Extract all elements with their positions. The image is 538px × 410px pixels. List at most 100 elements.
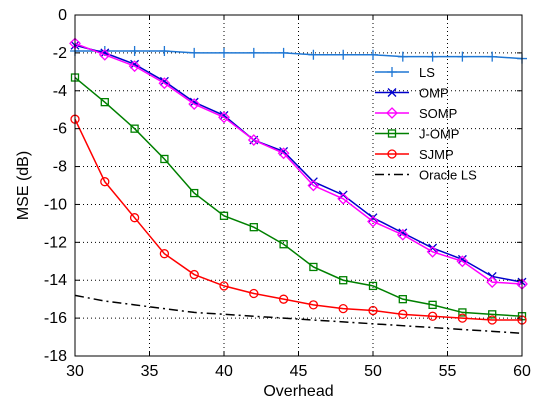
legend: LS OMP SOMP J-OMP SJMP Oracle LS — [375, 65, 477, 183]
series-layer — [69, 37, 528, 335]
square-marker — [398, 295, 407, 304]
legend-item: SOMP — [375, 106, 457, 121]
square-marker — [279, 240, 288, 249]
y-tick-label: -8 — [53, 159, 67, 176]
series-line — [74, 294, 523, 335]
grid-lines — [75, 15, 522, 356]
series-line — [74, 42, 523, 285]
circle-marker — [129, 213, 140, 223]
series-somp — [69, 37, 528, 290]
circle-marker — [427, 311, 438, 321]
y-axis-title: MSE (dB) — [15, 151, 32, 220]
legend-item: Oracle LS — [375, 168, 477, 183]
plus-marker — [308, 49, 319, 60]
x-marker — [457, 254, 467, 264]
plus-marker — [278, 47, 289, 58]
square-marker — [130, 124, 139, 133]
square-marker — [387, 129, 397, 138]
x-tick-label: 55 — [439, 363, 457, 380]
x-marker — [159, 76, 169, 86]
legend-label: LS — [419, 65, 435, 80]
series-sjmp — [70, 114, 527, 325]
diamond-marker — [128, 60, 141, 73]
plus-marker — [219, 47, 229, 58]
x-tick-label: 30 — [66, 363, 84, 380]
x-marker — [219, 110, 229, 120]
x-tick-label: 35 — [141, 363, 159, 380]
circle-marker — [398, 309, 408, 319]
plus-marker — [368, 49, 378, 60]
diamond-marker — [307, 179, 320, 192]
diamond-marker — [486, 276, 499, 289]
y-tick-label: -10 — [44, 196, 67, 213]
diamond-marker — [456, 255, 469, 268]
x-tick-label: 45 — [290, 363, 308, 380]
x-tick-label: 40 — [215, 363, 233, 380]
diamond-marker — [367, 215, 379, 228]
plus-marker — [487, 51, 498, 62]
square-marker — [368, 281, 378, 291]
x-axis-title: Overhead — [263, 383, 333, 400]
legend-item: LS — [375, 65, 435, 80]
circle-marker — [219, 281, 229, 291]
series-line — [74, 118, 522, 321]
square-marker — [249, 223, 258, 232]
diamond-marker — [188, 98, 201, 110]
circle-marker — [457, 313, 468, 323]
plus-marker — [189, 47, 200, 58]
y-tick-label: -4 — [53, 83, 67, 100]
plot-frame — [74, 14, 523, 357]
diamond-marker — [337, 192, 350, 205]
plus-marker — [338, 49, 349, 60]
series-line — [74, 44, 523, 283]
circle-marker — [487, 315, 497, 325]
legend-label: SJMP — [419, 147, 454, 162]
y-tick-label: -2 — [53, 45, 67, 62]
legend-label: OMP — [419, 86, 449, 101]
circle-marker — [159, 249, 170, 259]
plus-marker — [397, 51, 408, 62]
legend-item: J-OMP — [375, 127, 459, 142]
x-tick-label: 60 — [513, 363, 531, 380]
plus-marker — [159, 45, 170, 56]
plus-marker — [427, 51, 438, 62]
diamond-marker — [277, 147, 290, 160]
plus-marker — [387, 67, 397, 77]
diamond-marker — [158, 77, 171, 90]
y-tick-label: 0 — [58, 7, 67, 24]
x-marker — [368, 213, 378, 223]
legend-label: SOMP — [419, 106, 457, 121]
series-j-omp — [70, 73, 527, 321]
diamond-marker — [98, 48, 111, 61]
series-oracle-ls — [74, 294, 523, 335]
circle-marker — [100, 177, 110, 187]
square-marker — [339, 276, 348, 285]
y-tick-label: -6 — [53, 121, 67, 138]
circle-marker — [387, 149, 397, 159]
series-line — [75, 50, 523, 60]
x-tick-label: 50 — [364, 363, 382, 380]
square-marker — [160, 154, 169, 164]
square-marker — [458, 308, 467, 317]
diamond-marker — [426, 245, 439, 258]
circle-marker — [368, 305, 378, 316]
square-marker — [309, 262, 318, 272]
circle-marker — [249, 288, 259, 299]
circle-marker — [308, 300, 319, 310]
x-marker — [308, 177, 318, 187]
square-marker — [488, 310, 497, 319]
circle-marker — [278, 294, 289, 304]
plus-marker — [129, 45, 140, 56]
plus-marker — [248, 47, 259, 58]
diamond-marker — [386, 107, 398, 119]
plus-marker — [457, 51, 468, 62]
diamond-marker — [396, 228, 409, 241]
legend-label: Oracle LS — [419, 168, 477, 183]
diamond-marker — [218, 111, 230, 124]
diamond-marker — [247, 134, 260, 146]
square-marker — [428, 300, 437, 310]
y-tick-label: -18 — [44, 348, 67, 365]
circle-marker — [338, 303, 348, 314]
y-tick-label: -16 — [44, 310, 67, 327]
y-tick-label: -12 — [44, 234, 67, 251]
